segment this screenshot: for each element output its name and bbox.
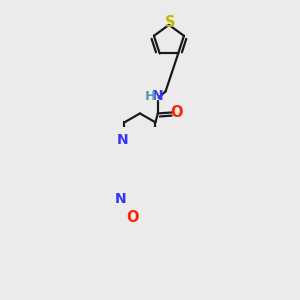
Text: O: O <box>127 210 139 225</box>
Text: N: N <box>152 89 164 103</box>
Text: H: H <box>145 90 156 103</box>
Text: S: S <box>165 15 175 30</box>
Text: O: O <box>170 105 183 120</box>
Text: N: N <box>116 133 128 147</box>
Text: N: N <box>114 192 126 206</box>
